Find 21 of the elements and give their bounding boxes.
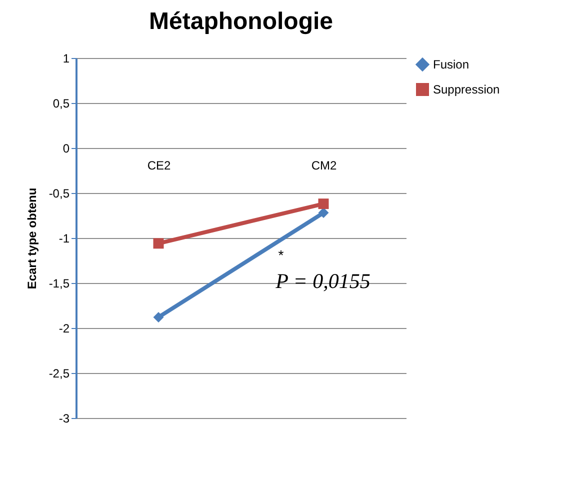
x-tick-label: CE2 [147, 158, 171, 172]
y-tick-label: -2 [58, 322, 70, 336]
chart-title: Métaphonologie [149, 8, 333, 35]
y-tick-label: 1 [62, 52, 70, 66]
annotation: P = 0,0155 [274, 269, 370, 293]
y-tick-label: 0 [62, 142, 70, 156]
y-tick-label: -0,5 [48, 186, 70, 200]
y-tick-label: -1,5 [48, 276, 70, 290]
point [153, 238, 164, 249]
x-tick-label: CM2 [311, 158, 337, 172]
legend-label: Suppression [433, 82, 500, 96]
y-tick-label: -2,5 [48, 366, 70, 380]
point [318, 208, 329, 218]
point [318, 198, 329, 210]
y-tick-label: -3 [58, 412, 70, 426]
point [153, 312, 164, 322]
y-axis-title: Ecart type obtenu [24, 188, 39, 290]
y-tick-label: 0,5 [52, 96, 70, 110]
y-tick-label: -1 [58, 232, 70, 246]
annotation: * [278, 247, 284, 263]
legend-label: Fusion [433, 58, 470, 72]
